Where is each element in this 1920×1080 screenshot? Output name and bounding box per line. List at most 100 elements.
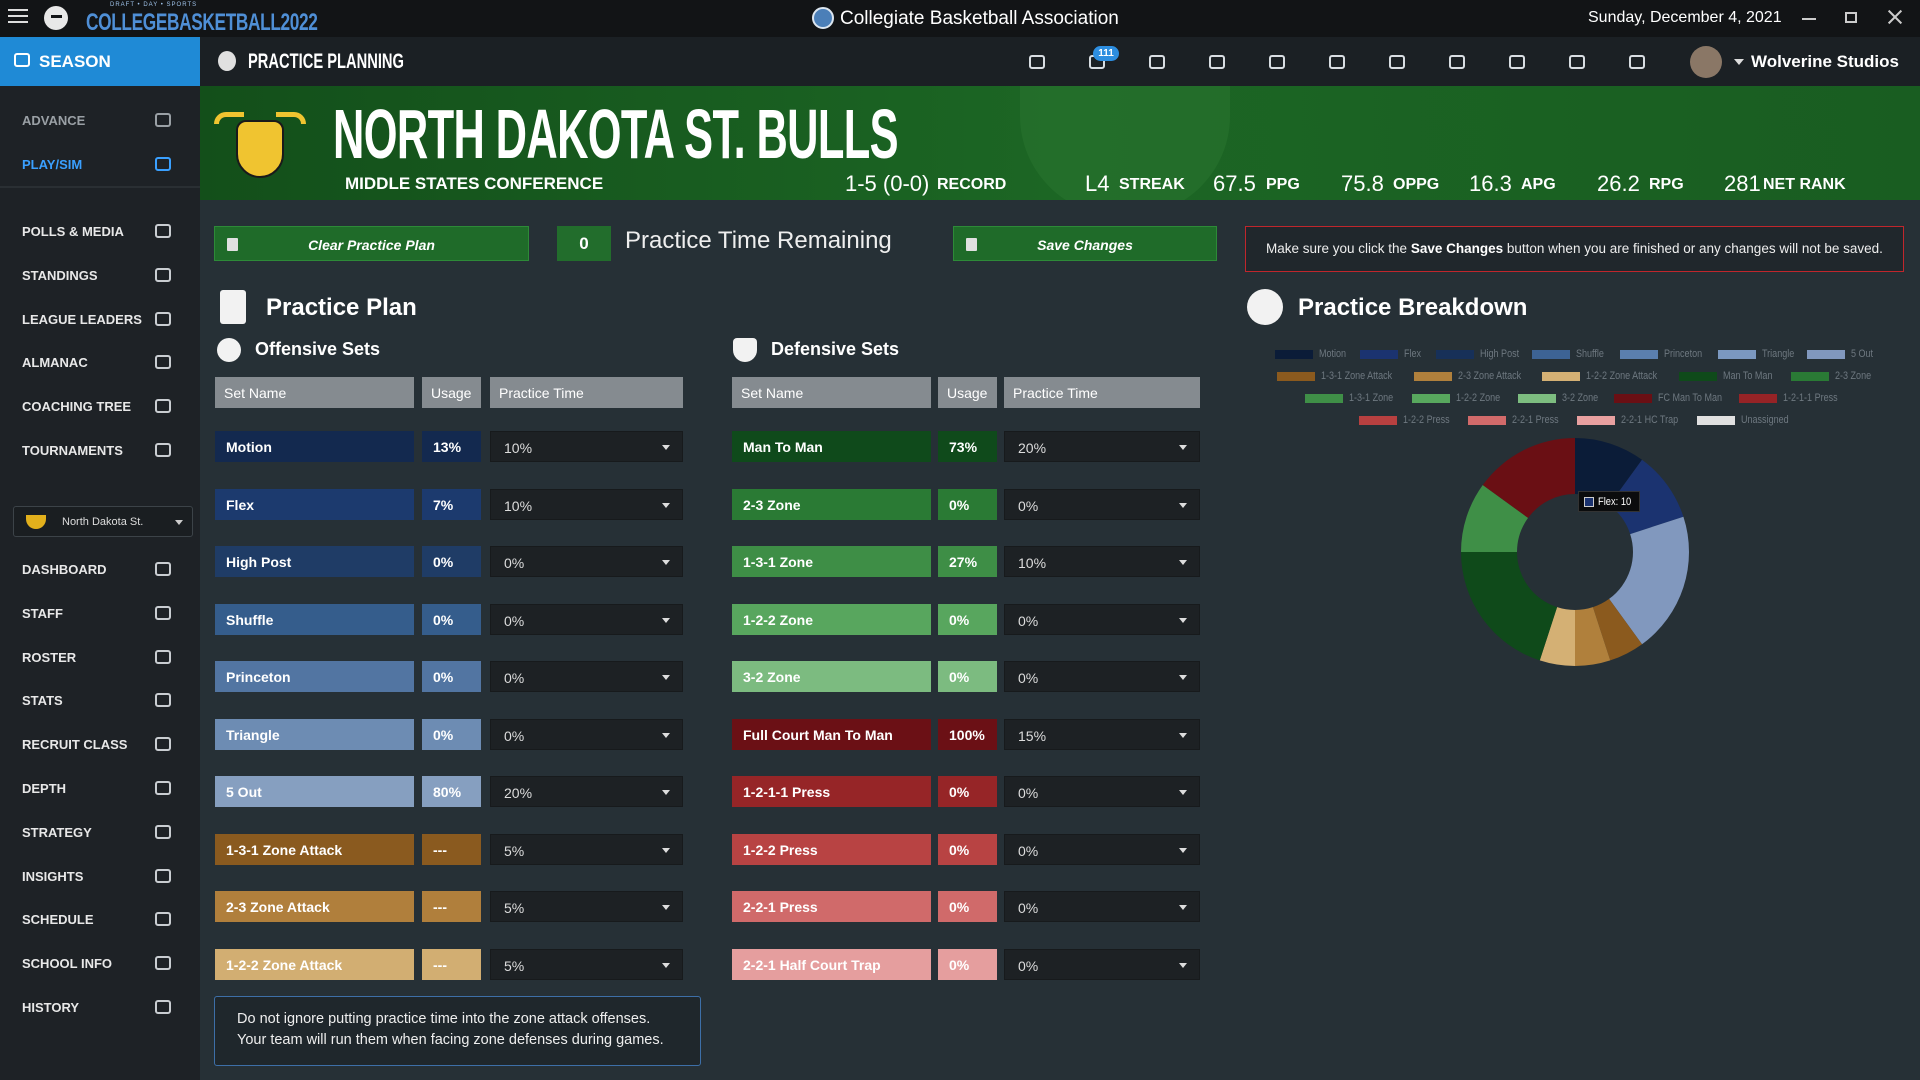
legend-swatch xyxy=(1360,350,1398,359)
menu-icon-line[interactable] xyxy=(8,21,28,23)
practice-time-dropdown[interactable]: 0% xyxy=(1004,603,1200,635)
practice-time-dropdown[interactable]: 5% xyxy=(490,891,683,923)
set-name-cell: 3-2 Zone xyxy=(732,661,931,693)
practice-time-dropdown[interactable]: 20% xyxy=(490,776,683,808)
sidebar-item[interactable]: STRATEGY xyxy=(0,818,200,846)
practice-time-dropdown[interactable]: 0% xyxy=(1004,661,1200,693)
sidebar-item[interactable]: STANDINGS xyxy=(0,261,200,289)
season-tab[interactable]: SEASON xyxy=(0,37,200,86)
toolbar-icon-button[interactable] xyxy=(1147,52,1169,72)
user-menu-caret[interactable] xyxy=(1734,59,1744,65)
dropdown-caret xyxy=(1179,445,1187,450)
sidebar-icon xyxy=(155,693,171,708)
toolbar-icon xyxy=(1209,55,1225,69)
practice-time-dropdown[interactable]: 20% xyxy=(1004,431,1200,462)
remaining-box: 0 xyxy=(557,226,611,261)
pie-segment xyxy=(1461,484,1529,552)
dropdown-caret xyxy=(662,847,670,853)
clear-plan-button[interactable]: Clear Practice Plan xyxy=(214,226,529,261)
dropdown-caret xyxy=(1179,675,1187,681)
save-changes-button[interactable]: Save Changes xyxy=(953,226,1217,261)
toolbar-icon-button[interactable] xyxy=(1327,52,1349,72)
toolbar-icon-button[interactable] xyxy=(1027,52,1049,72)
close-button[interactable] xyxy=(1886,8,1904,26)
toolbar-icon-button[interactable] xyxy=(1567,52,1589,72)
sidebar-item[interactable]: ALMANAC xyxy=(0,348,200,376)
current-date: Sunday, December 4, 2021 xyxy=(1588,9,1782,26)
sidebar-item[interactable]: SCHOOL INFO xyxy=(0,949,200,977)
menu-icon-line[interactable] xyxy=(8,15,28,17)
sidebar-item[interactable]: HISTORY xyxy=(0,993,200,1021)
practice-time-dropdown[interactable]: 0% xyxy=(490,546,683,578)
usage-cell: 0% xyxy=(422,603,481,635)
toolbar-icon-button[interactable] xyxy=(1627,52,1649,72)
sidebar-label: COACHING TREE xyxy=(22,399,132,415)
usage-cell: 73% xyxy=(938,431,997,462)
set-name: Shuffle xyxy=(226,611,274,628)
practice-time-value: 0% xyxy=(504,555,525,572)
dropdown-caret xyxy=(662,732,670,738)
menu-icon-line[interactable] xyxy=(8,9,28,11)
sidebar-item[interactable]: ADVANCE xyxy=(0,106,200,134)
legend-swatch xyxy=(1614,394,1652,403)
practice-time-dropdown[interactable]: 5% xyxy=(490,948,683,980)
sidebar-label: STRATEGY xyxy=(22,824,92,840)
team-logo xyxy=(214,106,306,180)
sidebar-icon xyxy=(155,224,171,238)
sidebar-item[interactable]: STATS xyxy=(0,686,200,714)
dropdown-caret xyxy=(662,905,670,911)
minimize-button[interactable] xyxy=(1802,18,1816,20)
practice-time-dropdown[interactable]: 10% xyxy=(490,431,683,462)
usage-cell: --- xyxy=(422,891,481,923)
practice-time-dropdown[interactable]: 0% xyxy=(1004,948,1200,980)
sidebar-item[interactable]: TOURNAMENTS xyxy=(0,436,200,464)
stat-value: 75.8 xyxy=(1341,171,1384,196)
toolbar-icon-button[interactable] xyxy=(1507,52,1529,72)
practice-time-dropdown[interactable]: 10% xyxy=(490,488,683,520)
usage-cell: 0% xyxy=(938,948,997,980)
practice-time-dropdown[interactable]: 0% xyxy=(1004,488,1200,520)
hint-line: Do not ignore putting practice time into… xyxy=(237,1011,651,1027)
sidebar-item[interactable]: LEAGUE LEADERS xyxy=(0,305,200,333)
toolbar-icon-button[interactable] xyxy=(1207,52,1229,72)
set-name: 2-2-1 Half Court Trap xyxy=(743,956,881,973)
sidebar-item[interactable]: RECRUIT CLASS xyxy=(0,730,200,758)
practice-time-value: 0% xyxy=(1018,842,1039,859)
legend-label: 2-3 Zone Attack xyxy=(1458,370,1522,382)
practice-time-dropdown[interactable]: 0% xyxy=(490,603,683,635)
sidebar-item[interactable]: POLLS & MEDIA xyxy=(0,217,200,245)
sidebar-item[interactable]: SCHEDULE xyxy=(0,905,200,933)
sidebar-item[interactable]: STAFF xyxy=(0,599,200,627)
practice-time-dropdown[interactable]: 15% xyxy=(1004,718,1200,750)
set-name-cell: Flex xyxy=(215,488,414,520)
practice-time-dropdown[interactable]: 0% xyxy=(1004,833,1200,865)
stat-value: 16.3 xyxy=(1469,171,1512,196)
restore-button[interactable] xyxy=(1845,12,1857,23)
practice-time-dropdown[interactable]: 10% xyxy=(1004,546,1200,578)
sidebar-item[interactable]: INSIGHTS xyxy=(0,862,200,890)
practice-time-value: 0% xyxy=(1018,612,1039,629)
stat-value: L4 xyxy=(1085,171,1110,196)
practice-time-dropdown[interactable]: 5% xyxy=(490,833,683,865)
toolbar-icon-button[interactable] xyxy=(1447,52,1469,72)
toolbar-icon-button[interactable] xyxy=(1267,52,1289,72)
team-select[interactable]: North Dakota St. xyxy=(13,506,193,537)
practice-time-dropdown[interactable]: 0% xyxy=(490,718,683,750)
set-name-cell: 2-2-1 Half Court Trap xyxy=(732,948,931,980)
set-name: 3-2 Zone xyxy=(743,669,801,686)
sidebar-item[interactable]: PLAY/SIM xyxy=(0,150,200,178)
legend-label: 1-3-1 Zone Attack xyxy=(1321,370,1393,382)
legend-swatch xyxy=(1518,394,1556,403)
toolbar-icon-button[interactable] xyxy=(1387,52,1409,72)
back-button[interactable] xyxy=(44,6,68,30)
sidebar-item[interactable]: DASHBOARD xyxy=(0,555,200,583)
user-name[interactable]: Wolverine Studios xyxy=(1751,52,1899,71)
sidebar-item[interactable]: COACHING TREE xyxy=(0,392,200,420)
sidebar-item[interactable]: ROSTER xyxy=(0,643,200,671)
practice-time-dropdown[interactable]: 0% xyxy=(1004,891,1200,923)
sidebar-item[interactable]: DEPTH xyxy=(0,774,200,802)
practice-time-dropdown[interactable]: 0% xyxy=(1004,776,1200,808)
practice-time-dropdown[interactable]: 0% xyxy=(490,661,683,693)
